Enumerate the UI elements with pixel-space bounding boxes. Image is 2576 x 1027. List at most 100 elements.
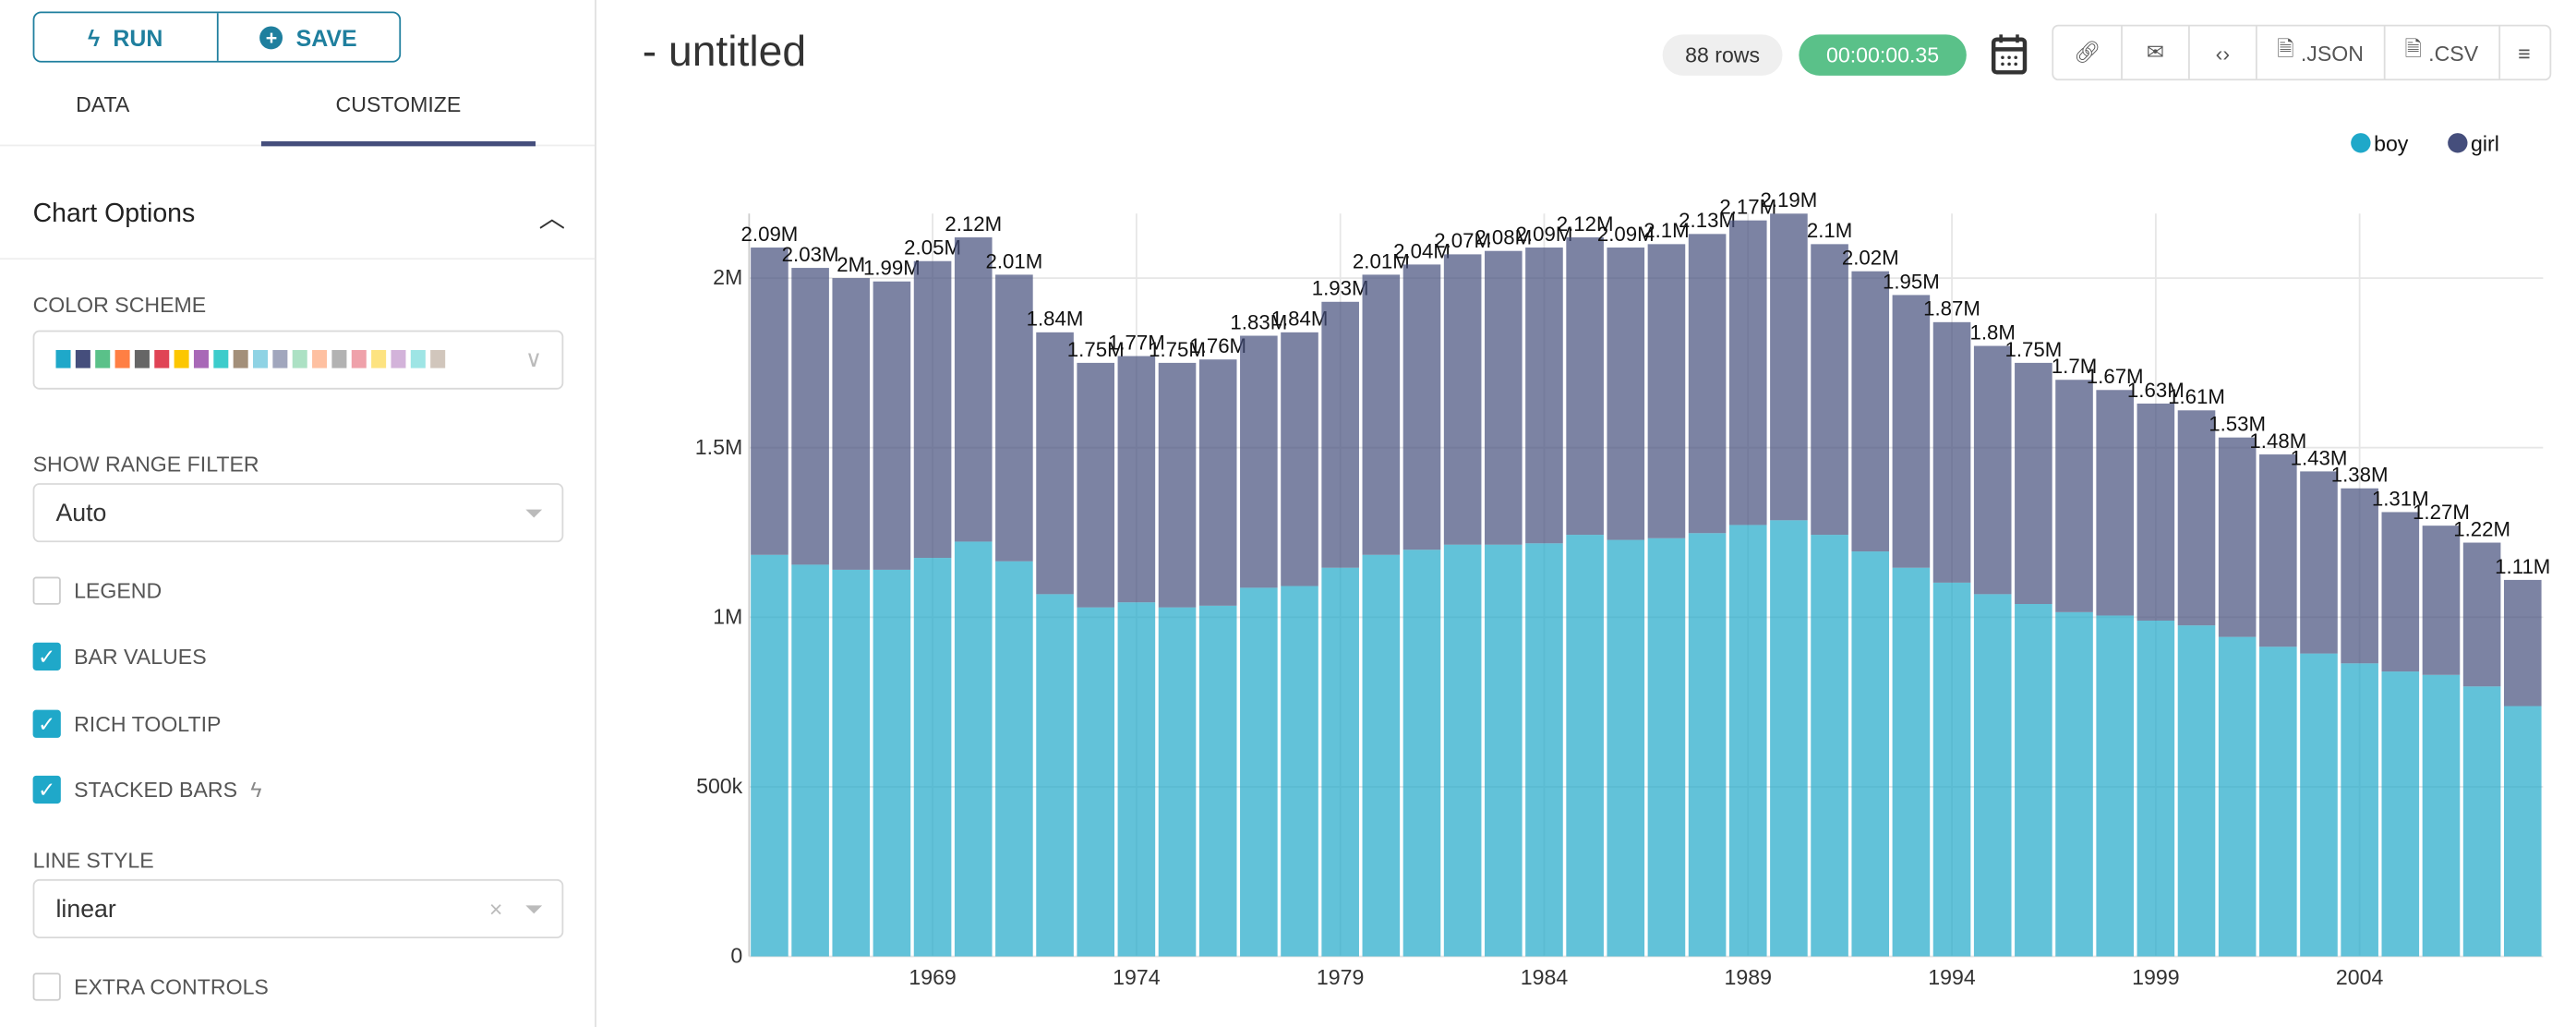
bar-boy[interactable] <box>2015 603 2052 957</box>
bar-girl[interactable] <box>2503 579 2542 707</box>
bar-boy[interactable] <box>1036 594 1074 957</box>
bar-girl[interactable] <box>954 237 993 542</box>
bar-girl[interactable] <box>2462 542 2501 687</box>
bar-boy[interactable] <box>1443 544 1482 957</box>
bar-girl[interactable] <box>1688 234 1727 534</box>
bar-girl[interactable] <box>751 248 788 555</box>
range-filter-select[interactable]: Auto <box>32 483 564 543</box>
bar-boy[interactable] <box>1607 539 1645 957</box>
bar-boy[interactable] <box>913 558 952 957</box>
bar-boy[interactable] <box>1321 567 1359 957</box>
bar-boy[interactable] <box>1158 607 1197 957</box>
bar-boy[interactable] <box>751 554 788 957</box>
bar-boy[interactable] <box>1281 586 1318 957</box>
bar-girl[interactable] <box>1117 356 1156 603</box>
bar-boy[interactable] <box>2218 636 2257 957</box>
bar-girl[interactable] <box>2177 410 2216 626</box>
embed-button[interactable]: ‹› <box>2190 26 2257 79</box>
bar-girl[interactable] <box>1240 335 1278 588</box>
bar-boy[interactable] <box>2096 615 2134 957</box>
run-button[interactable]: ϟ RUN <box>34 13 216 61</box>
legend-label[interactable]: girl <box>2471 132 2499 156</box>
bar-boy[interactable] <box>2381 671 2420 957</box>
bar-boy[interactable] <box>2462 686 2501 957</box>
bar-boy[interactable] <box>1973 594 2012 957</box>
bar-boy[interactable] <box>2341 663 2378 957</box>
bar-girl[interactable] <box>1647 244 1686 538</box>
save-button[interactable]: + SAVE <box>215 13 399 61</box>
bar-girl[interactable] <box>2300 471 2338 654</box>
bar-girl[interactable] <box>873 281 911 570</box>
stacked-bars-checkbox[interactable]: ✓ STACKED BARS ϟ <box>32 775 262 804</box>
legend-dot-boy[interactable] <box>2351 133 2371 153</box>
bar-girl[interactable] <box>1525 248 1563 544</box>
bar-boy[interactable] <box>1932 582 1971 957</box>
bar-boy[interactable] <box>1811 535 1848 957</box>
bar-girl[interactable] <box>1198 359 1237 606</box>
bar-boy[interactable] <box>1728 525 1767 957</box>
bar-boy[interactable] <box>791 564 829 957</box>
bar-girl[interactable] <box>2015 362 2052 604</box>
bar-girl[interactable] <box>1973 345 2012 595</box>
bar-values-checkbox[interactable]: ✓ BAR VALUES <box>32 642 207 671</box>
tab-customize[interactable]: CUSTOMIZE <box>260 72 536 147</box>
tab-data[interactable]: DATA <box>76 91 130 117</box>
bar-boy[interactable] <box>2300 653 2338 957</box>
bar-boy[interactable] <box>1647 538 1686 957</box>
bar-boy[interactable] <box>1892 567 1931 957</box>
bar-girl[interactable] <box>1158 362 1197 608</box>
bar-girl[interactable] <box>1321 301 1359 568</box>
bar-girl[interactable] <box>1036 332 1074 595</box>
bar-girl[interactable] <box>1770 213 1808 521</box>
line-style-select[interactable]: linear × <box>32 878 564 938</box>
bar-girl[interactable] <box>1851 271 1890 552</box>
bar-boy[interactable] <box>2422 674 2461 957</box>
bar-boy[interactable] <box>832 569 871 957</box>
bar-girl[interactable] <box>913 260 952 559</box>
bar-boy[interactable] <box>1851 551 1890 957</box>
bar-boy[interactable] <box>1240 587 1278 957</box>
bar-boy[interactable] <box>1566 535 1604 957</box>
bar-boy[interactable] <box>995 561 1033 957</box>
bar-boy[interactable] <box>2259 646 2297 957</box>
clear-icon[interactable]: × <box>488 895 503 923</box>
rich-tooltip-checkbox[interactable]: ✓ RICH TOOLTIP <box>32 709 221 738</box>
bar-girl[interactable] <box>2422 526 2461 675</box>
bar-girl[interactable] <box>1485 250 1523 545</box>
bar-boy[interactable] <box>2177 625 2216 957</box>
bar-girl[interactable] <box>2259 454 2297 647</box>
bar-girl[interactable] <box>2381 512 2420 672</box>
bar-boy[interactable] <box>2055 611 2093 957</box>
bar-girl[interactable] <box>1402 264 1441 550</box>
bar-girl[interactable] <box>2055 380 2093 612</box>
bar-girl[interactable] <box>1566 237 1604 536</box>
legend-dot-girl[interactable] <box>2448 133 2468 153</box>
bar-girl[interactable] <box>1607 248 1645 540</box>
bar-girl[interactable] <box>1811 244 1848 536</box>
copy-link-button[interactable]: 🔗︎ <box>2053 26 2123 79</box>
bar-boy[interactable] <box>1198 605 1237 957</box>
bar-boy[interactable] <box>1770 520 1808 957</box>
bar-girl[interactable] <box>1892 295 1931 568</box>
bar-girl[interactable] <box>2137 403 2175 621</box>
bar-boy[interactable] <box>2503 706 2542 957</box>
bar-girl[interactable] <box>1077 362 1115 608</box>
bar-girl[interactable] <box>1728 220 1767 526</box>
export-csv-button[interactable]: 🗎 .CSV <box>2385 26 2500 79</box>
bar-girl[interactable] <box>995 274 1033 562</box>
bar-boy[interactable] <box>1117 602 1156 957</box>
menu-button[interactable]: ≡ <box>2499 26 2548 79</box>
bar-girl[interactable] <box>1932 321 1971 583</box>
bar-girl[interactable] <box>2218 437 2257 637</box>
bar-girl[interactable] <box>2341 488 2378 664</box>
email-button[interactable]: ✉ <box>2123 26 2190 79</box>
export-json-button[interactable]: 🗎 .JSON <box>2257 26 2386 79</box>
bar-boy[interactable] <box>873 569 911 957</box>
bar-girl[interactable] <box>2096 390 2134 616</box>
bar-girl[interactable] <box>1281 332 1318 586</box>
bar-girl[interactable] <box>791 268 829 565</box>
bar-boy[interactable] <box>1362 554 1401 957</box>
bar-girl[interactable] <box>1362 274 1401 555</box>
bar-boy[interactable] <box>1077 607 1115 957</box>
calendar-icon[interactable] <box>1991 33 2028 75</box>
